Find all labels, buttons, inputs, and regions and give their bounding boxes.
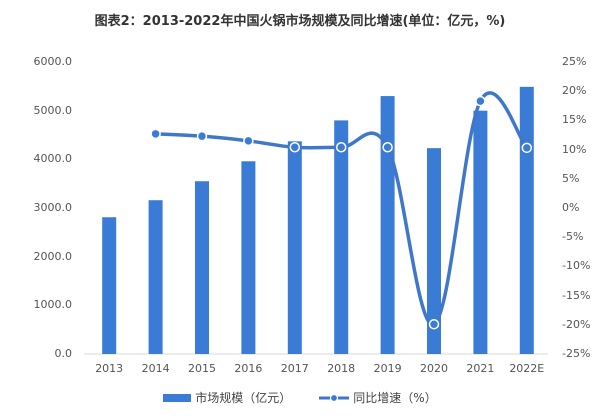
growth-marker: [289, 142, 301, 153]
right-axis-tick: 15%: [562, 113, 587, 127]
growth-marker: [521, 142, 533, 154]
legend-label-market-size: 市场规模（亿元）: [195, 391, 292, 405]
right-axis-tick: -10%: [562, 259, 591, 273]
right-axis-tick: 20%: [562, 84, 587, 98]
legend-label-growth: 同比增速（%）: [353, 391, 437, 405]
bar-2017: [287, 141, 302, 354]
x-axis-tick: 2018: [327, 362, 356, 375]
right-axis-tick: -20%: [562, 317, 591, 331]
growth-marker: [150, 128, 161, 140]
bar-swatch-icon: [163, 393, 192, 402]
bar-2015: [195, 181, 209, 354]
growth-marker: [196, 130, 208, 142]
growth-marker: [475, 95, 486, 107]
left-axis-tick: 5000.0: [33, 103, 73, 117]
bar-2013: [102, 217, 117, 354]
left-axis-tick: 3000.0: [33, 201, 73, 214]
x-axis-tick: 2015: [188, 362, 216, 375]
right-axis-tick: 5%: [562, 171, 580, 185]
line-marker-swatch-icon: [319, 393, 350, 402]
right-axis-tick: -25%: [562, 347, 591, 360]
bar-2014: [148, 200, 163, 354]
bar-2018: [334, 120, 349, 355]
growth-marker: [335, 142, 347, 153]
bar-2016: [241, 161, 256, 354]
x-axis-tick: 2016: [234, 362, 263, 375]
left-axis-tick: 6000.0: [33, 55, 73, 68]
chart-title: 图表2：2013-2022年中国火锅市场规模及同比增速(单位：亿元，%): [94, 14, 506, 29]
right-axis-tick: 25%: [562, 55, 587, 68]
bar-2021: [473, 110, 488, 355]
left-axis-tick: 2000.0: [33, 249, 73, 263]
left-axis-tick: 0.0: [54, 347, 73, 360]
growth-marker: [382, 142, 393, 153]
x-axis-tick: 2022E: [509, 362, 545, 375]
legend-item-market-size: 市场规模（亿元）: [163, 389, 291, 406]
x-axis-tick: 2021: [466, 362, 495, 375]
x-axis-tick: 2014: [141, 362, 170, 375]
x-axis-tick: 2013: [95, 362, 124, 375]
bar-2019: [380, 96, 395, 355]
x-axis-tick: 2020: [420, 362, 448, 375]
bar-2020: [427, 148, 441, 354]
right-axis-tick: 0%: [562, 201, 580, 214]
growth-line: [155, 91, 529, 326]
growth-marker: [243, 135, 254, 147]
bar-2022E: [519, 86, 534, 354]
x-axis-tick: 2019: [373, 362, 402, 375]
right-axis-tick: -5%: [562, 230, 584, 244]
x-axis-tick: 2017: [280, 362, 309, 375]
growth-marker: [428, 318, 440, 330]
left-axis-tick: 1000.0: [33, 298, 73, 312]
left-axis-tick: 4000.0: [33, 152, 73, 166]
right-axis-tick: -15%: [562, 288, 591, 302]
right-axis-tick: 10%: [562, 142, 587, 156]
legend-item-growth: 同比增速（%）: [319, 389, 437, 406]
legend: 市场规模（亿元） 同比增速（%）: [0, 389, 600, 406]
